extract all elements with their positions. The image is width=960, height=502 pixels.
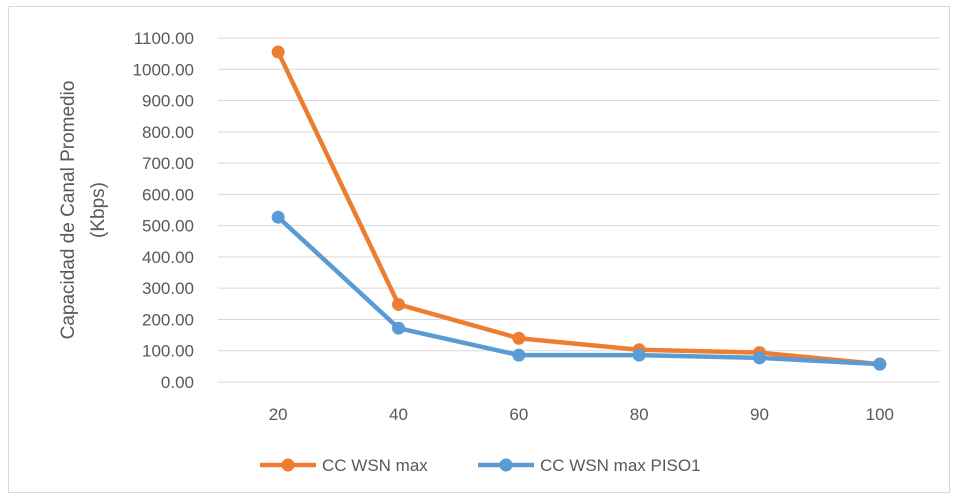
x-tick-label: 20 — [269, 405, 288, 424]
series-group — [271, 45, 887, 371]
data-point — [753, 351, 766, 365]
data-point — [632, 348, 646, 362]
x-tick-label: 60 — [509, 405, 528, 424]
y-tick-label: 900.00 — [142, 92, 194, 111]
y-axis-title-line: (Kbps) — [88, 182, 109, 238]
series-lines — [271, 45, 887, 371]
series-line — [275, 49, 883, 367]
y-tick-label: 300.00 — [142, 279, 194, 298]
legend-label: CC WSN max PISO1 — [540, 456, 701, 475]
gridlines — [218, 37, 940, 383]
data-point — [271, 45, 285, 59]
legend-label: CC WSN max — [322, 456, 428, 475]
y-axis-title-line: Capacidad de Canal Promedio — [58, 81, 79, 340]
data-point — [392, 321, 405, 335]
legend-swatch-marker — [499, 458, 513, 472]
y-tick-label: 500.00 — [142, 217, 194, 236]
data-point — [271, 210, 285, 224]
y-tick-label: 1100.00 — [134, 29, 194, 48]
y-tick-label: 200.00 — [142, 310, 194, 329]
y-tick-label: 400.00 — [142, 248, 194, 267]
y-tick-label: 800.00 — [142, 123, 194, 142]
y-tick-label: 700.00 — [142, 154, 194, 173]
x-tick-label: 40 — [389, 405, 408, 424]
x-tick-label: 90 — [750, 405, 769, 424]
legend-item: CC WSN max — [260, 456, 428, 475]
data-point — [512, 348, 526, 362]
y-tick-label: 100.00 — [142, 342, 194, 361]
legend-swatch-marker — [281, 458, 295, 472]
y-axis-ticks: 0.00 100.00 200.00 300.00 400.00 500.00 600.00… — [133, 29, 194, 392]
y-tick-label: 1000.00 — [133, 60, 194, 79]
x-tick-label: 100 — [866, 405, 894, 424]
series-line — [275, 214, 883, 367]
data-point — [873, 357, 887, 371]
y-tick-label: 600.00 — [142, 185, 194, 204]
y-tick-label: 0.00 — [161, 373, 194, 392]
legend: CC WSN max CC WSN max PISO1 — [260, 456, 701, 475]
y-axis-title: Capacidad de Canal Promedio (Kbps) — [58, 81, 109, 340]
data-point — [512, 331, 526, 345]
series-group — [271, 210, 887, 371]
x-tick-label: 80 — [630, 405, 649, 424]
x-axis-ticks: 20 40 60 80 90 100 — [269, 405, 894, 424]
legend-item: CC WSN max PISO1 — [478, 456, 701, 475]
chart-frame — [8, 6, 950, 493]
data-point — [392, 297, 405, 311]
